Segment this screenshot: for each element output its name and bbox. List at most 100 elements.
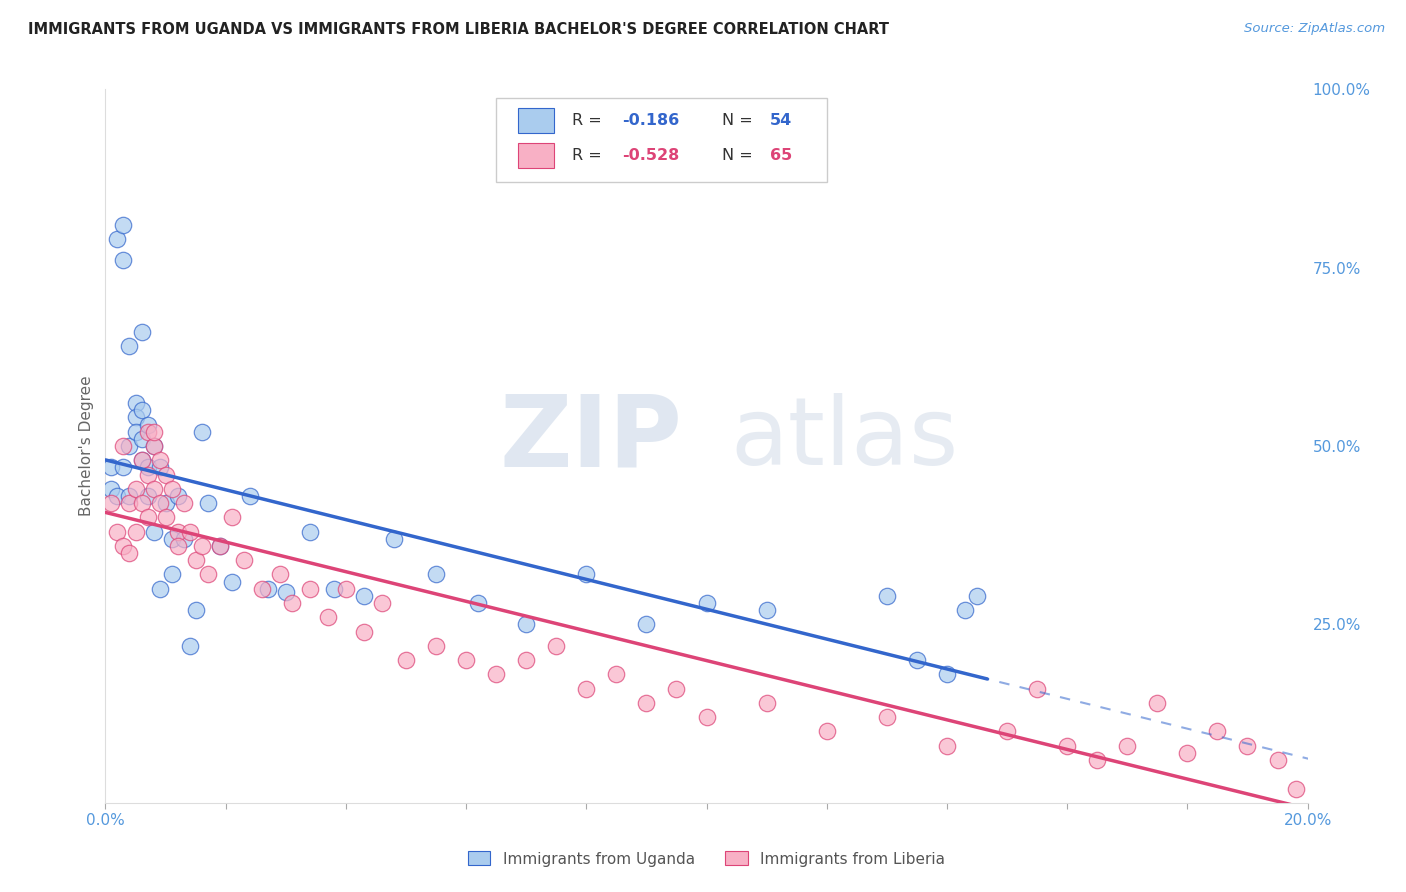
Point — [953, 603, 976, 617]
Point — [190, 425, 212, 439]
Point — [179, 524, 201, 539]
Point — [148, 496, 170, 510]
Point — [118, 546, 141, 560]
Point — [155, 510, 177, 524]
Point — [515, 653, 537, 667]
Point — [184, 603, 207, 617]
Point — [124, 482, 146, 496]
Point — [546, 639, 568, 653]
Point — [425, 567, 447, 582]
Text: IMMIGRANTS FROM UGANDA VS IMMIGRANTS FROM LIBERIA BACHELOR'S DEGREE CORRELATION : IMMIGRANTS FROM UGANDA VS IMMIGRANTS FRO… — [28, 22, 889, 37]
FancyBboxPatch shape — [496, 98, 827, 182]
Point — [239, 489, 262, 503]
Text: 65: 65 — [770, 148, 793, 162]
Point — [112, 218, 135, 232]
Point — [221, 510, 243, 524]
Text: -0.186: -0.186 — [623, 113, 679, 128]
Point — [322, 582, 344, 596]
Point — [197, 496, 219, 510]
Point — [100, 460, 122, 475]
Point — [160, 532, 183, 546]
Point — [298, 524, 321, 539]
Point — [232, 553, 254, 567]
Point — [936, 739, 959, 753]
Point — [124, 396, 146, 410]
Point — [353, 624, 375, 639]
Point — [107, 524, 129, 539]
Point — [124, 524, 146, 539]
Point — [142, 439, 165, 453]
Point — [112, 539, 135, 553]
Point — [124, 425, 146, 439]
Point — [136, 460, 159, 475]
Text: N =: N = — [723, 113, 758, 128]
Point — [876, 710, 898, 724]
Point — [755, 696, 778, 710]
Point — [155, 496, 177, 510]
Point — [118, 439, 141, 453]
Text: R =: R = — [572, 148, 607, 162]
Point — [905, 653, 928, 667]
Text: atlas: atlas — [731, 392, 959, 485]
Point — [1206, 724, 1229, 739]
Legend: Immigrants from Uganda, Immigrants from Liberia: Immigrants from Uganda, Immigrants from … — [468, 852, 945, 866]
Point — [148, 582, 170, 596]
Point — [136, 510, 159, 524]
Point — [281, 596, 304, 610]
Point — [136, 425, 159, 439]
Point — [166, 524, 188, 539]
Point — [136, 467, 159, 482]
Text: ZIP: ZIP — [499, 391, 682, 487]
Point — [173, 532, 195, 546]
Point — [107, 232, 129, 246]
Point — [575, 681, 598, 696]
Point — [274, 585, 297, 599]
Point — [155, 467, 177, 482]
Point — [636, 617, 658, 632]
Point — [395, 653, 418, 667]
Point — [353, 589, 375, 603]
Point — [173, 496, 195, 510]
Point — [665, 681, 688, 696]
Point — [269, 567, 291, 582]
Point — [142, 439, 165, 453]
Point — [515, 617, 537, 632]
Point — [1026, 681, 1049, 696]
Point — [136, 417, 159, 432]
Point — [1284, 781, 1306, 796]
Point — [208, 539, 231, 553]
Point — [142, 524, 165, 539]
Point — [148, 460, 170, 475]
Point — [100, 496, 122, 510]
Point — [1236, 739, 1258, 753]
Point — [148, 453, 170, 467]
Point — [966, 589, 988, 603]
Point — [696, 710, 718, 724]
Point — [1267, 753, 1289, 767]
Point — [335, 582, 357, 596]
Point — [485, 667, 508, 681]
Point — [696, 596, 718, 610]
Text: -0.528: -0.528 — [623, 148, 679, 162]
Point — [160, 482, 183, 496]
Point — [197, 567, 219, 582]
Point — [112, 460, 135, 475]
Point — [190, 539, 212, 553]
Bar — [517, 143, 554, 168]
Point — [425, 639, 447, 653]
Point — [131, 325, 153, 339]
Point — [250, 582, 273, 596]
Point — [454, 653, 477, 667]
Point — [131, 453, 153, 467]
Point — [184, 553, 207, 567]
Point — [221, 574, 243, 589]
Point — [166, 489, 188, 503]
Point — [131, 403, 153, 417]
Bar — [517, 109, 554, 134]
Point — [1056, 739, 1078, 753]
Text: R =: R = — [572, 113, 607, 128]
Point — [112, 253, 135, 268]
Point — [1085, 753, 1108, 767]
Point — [131, 453, 153, 467]
Point — [636, 696, 658, 710]
